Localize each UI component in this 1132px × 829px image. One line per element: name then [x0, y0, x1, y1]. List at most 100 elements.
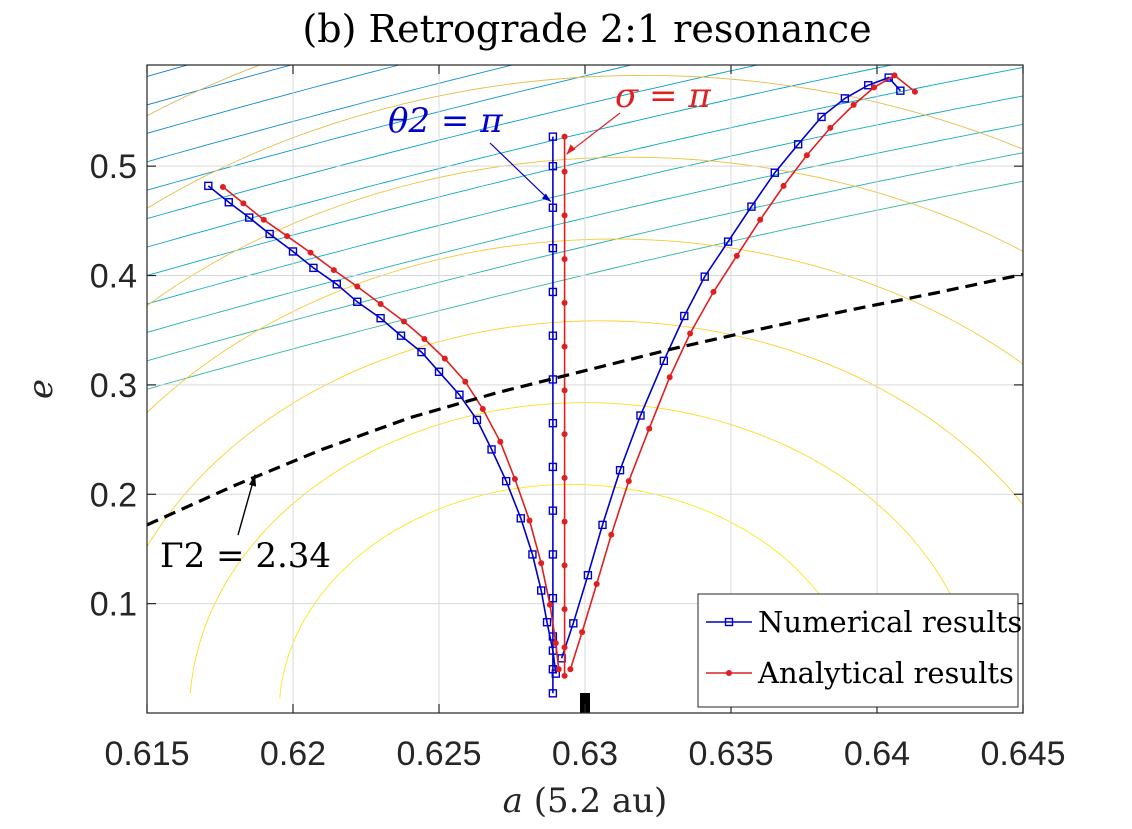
analytical-results-point [497, 438, 504, 445]
series-layer [147, 72, 1023, 713]
analytical-results-point [561, 168, 568, 175]
numerical-results-point [583, 570, 593, 580]
legend-label: Numerical results [758, 605, 1022, 639]
analytical-results-point [561, 644, 568, 651]
numerical-results-point [680, 311, 689, 321]
analytical-results-point [330, 267, 337, 274]
numerical-results-point [548, 462, 558, 472]
theta2-annotation-arrow [489, 142, 552, 202]
contour-line [147, 74, 644, 209]
plot-area: 0.615 0.62 0.625 0.63 0.635 0.64 0.645 0.1 0.2 0.… [90, 64, 1066, 773]
x-tick-label: 0.635 [688, 735, 773, 773]
numerical-results-point [615, 466, 625, 475]
analytical-results-point [757, 216, 764, 223]
analytical-results-point [354, 283, 361, 290]
analytical-results-point [526, 517, 533, 524]
analytical-results-point [307, 249, 314, 256]
analytical-results-point [219, 183, 226, 190]
numerical-results-point [569, 619, 578, 628]
numerical-results-point [501, 476, 511, 486]
analytical-results-point [561, 343, 568, 350]
numerical-results-point [598, 520, 607, 530]
contour-line [599, 320, 1023, 506]
analytical-results-point [561, 299, 568, 306]
numerical-results-point [793, 140, 803, 149]
numerical-results-point [700, 272, 709, 281]
numerical-results-point [548, 203, 558, 212]
analytical-results-left-line [222, 186, 560, 670]
analytical-results-point [687, 330, 694, 337]
analytical-results-point [710, 288, 717, 295]
theta2-annotation-label: θ2 = π [388, 101, 503, 141]
analytical-results-point [803, 152, 810, 159]
analytical-results-point [593, 580, 600, 587]
legend-label: Analytical results [757, 656, 1014, 690]
analytical-results-point [561, 256, 568, 263]
x-tick-label: 0.615 [104, 735, 189, 773]
analytical-results-point [911, 88, 918, 95]
analytical-results-point [561, 606, 568, 613]
sigma-annotation-arrow [566, 112, 621, 155]
numerical-results-point [840, 94, 850, 103]
legend-box [697, 593, 1019, 708]
numerical-results-point [548, 550, 558, 559]
analytical-results-point [561, 212, 568, 219]
theta2-arrow-head [541, 193, 551, 202]
numerical-results-point [332, 280, 341, 289]
analytical-results-point [850, 101, 857, 108]
analytical-results-point [561, 562, 568, 569]
numerical-results-point [417, 347, 426, 357]
analytical-results-point [479, 405, 486, 412]
analytical-results-point [827, 124, 834, 131]
y-tick-label: 0.2 [90, 476, 137, 514]
analytical-results-point [462, 378, 469, 385]
analytical-results-point [561, 387, 568, 394]
numerical-results-point [548, 418, 558, 428]
chart-title: (b) Retrograde 2:1 resonance [302, 7, 871, 51]
analytical-results-point [579, 629, 586, 636]
legend-marker [724, 617, 734, 627]
analytical-results-point [561, 133, 568, 140]
numerical-results-point [817, 112, 826, 122]
numerical-results-point [353, 297, 362, 306]
gamma2-annotation-label: Γ2 = 2.34 [160, 536, 331, 576]
gamma2-arrow-head [249, 474, 257, 487]
y-tick-label: 0.3 [90, 367, 137, 405]
numerical-results-point [204, 181, 213, 191]
resonance-location-marker [580, 693, 590, 713]
numerical-results-point [548, 331, 558, 340]
y-tick-label: 0.5 [90, 148, 137, 186]
numerical-results-point [548, 506, 558, 515]
numerical-results-point [244, 213, 254, 222]
analytical-results-point [511, 475, 518, 482]
ticks: 0.615 0.62 0.625 0.63 0.635 0.64 0.645 0.1 0.2 0.… [90, 65, 1066, 773]
analytical-results-point [284, 233, 291, 240]
numerical-results-point [548, 632, 558, 641]
contour-line [189, 402, 586, 694]
x-tick-label: 0.62 [260, 735, 326, 773]
analytical-results-point [260, 216, 267, 223]
analytical-results-point [567, 666, 574, 673]
numerical-results-point [455, 390, 464, 399]
y-tick-label: 0.4 [90, 258, 137, 296]
numerical-results-point [548, 243, 558, 253]
contour-line [147, 238, 615, 414]
analytical-results-right-line [569, 74, 916, 670]
analytical-results-point [608, 531, 615, 538]
numerical-results-point [548, 132, 558, 141]
numerical-results-point [636, 411, 645, 420]
analytical-results-point [561, 474, 568, 481]
analytical-results-point [646, 425, 653, 432]
numerical-results-point [472, 415, 482, 425]
numerical-results-point [864, 81, 873, 90]
x-axis-label: a (5.2 au) [503, 781, 668, 821]
analytical-results-point [377, 300, 384, 307]
numerical-results-point [487, 445, 496, 454]
numerical-results-point [528, 550, 537, 559]
numerical-results-point [265, 229, 274, 239]
numerical-results-point [516, 514, 525, 523]
numerical-results-point [537, 586, 546, 595]
numerical-results-left-line [207, 185, 557, 674]
numerical-results-point [542, 618, 552, 627]
